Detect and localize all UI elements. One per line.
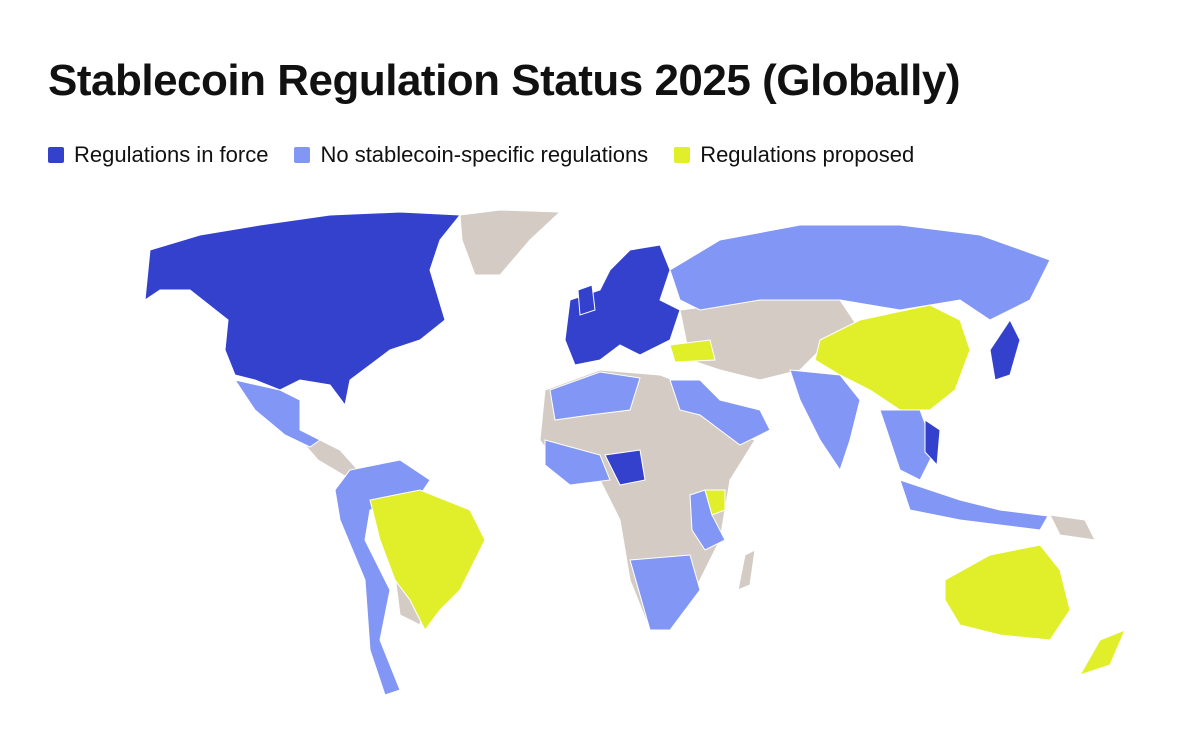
southern-africa (629, 554, 701, 631)
andes (334, 459, 431, 696)
southeast-asia (879, 409, 936, 481)
north-america (144, 211, 462, 407)
turkey (669, 339, 716, 363)
title: Stablecoin Regulation Status 2025 (Globa… (48, 56, 960, 105)
world-map (144, 209, 1126, 696)
mexico (233, 379, 321, 448)
vietnam (924, 419, 941, 467)
uk (577, 284, 596, 316)
legend-swatch (294, 147, 311, 163)
madagascar (737, 549, 756, 591)
egypt-arabia (669, 379, 771, 446)
legend-item: Regulations in force (48, 142, 268, 168)
north-africa (549, 371, 641, 421)
legend-label: Regulations proposed (700, 142, 915, 167)
legend-swatch (48, 147, 64, 163)
legend-item: Regulations proposed (674, 142, 914, 168)
greenland (459, 209, 562, 276)
legend: Regulations in force No stablecoin-speci… (48, 142, 914, 168)
kenya (704, 489, 726, 516)
papua (1049, 514, 1096, 541)
new-zealand (1078, 629, 1126, 676)
europe (564, 244, 681, 366)
legend-swatch (674, 147, 691, 163)
legend-label: Regulations in force (74, 142, 269, 167)
nigeria (604, 449, 646, 486)
india (789, 369, 861, 472)
brazil (369, 489, 486, 631)
australia (944, 544, 1071, 641)
indonesia (899, 479, 1049, 531)
china (814, 304, 971, 411)
legend-item: No stablecoin-specific regulations (294, 142, 648, 168)
russia (669, 224, 1051, 321)
legend-label: No stablecoin-specific regulations (320, 142, 649, 167)
japan (989, 319, 1021, 381)
west-africa (544, 439, 611, 486)
